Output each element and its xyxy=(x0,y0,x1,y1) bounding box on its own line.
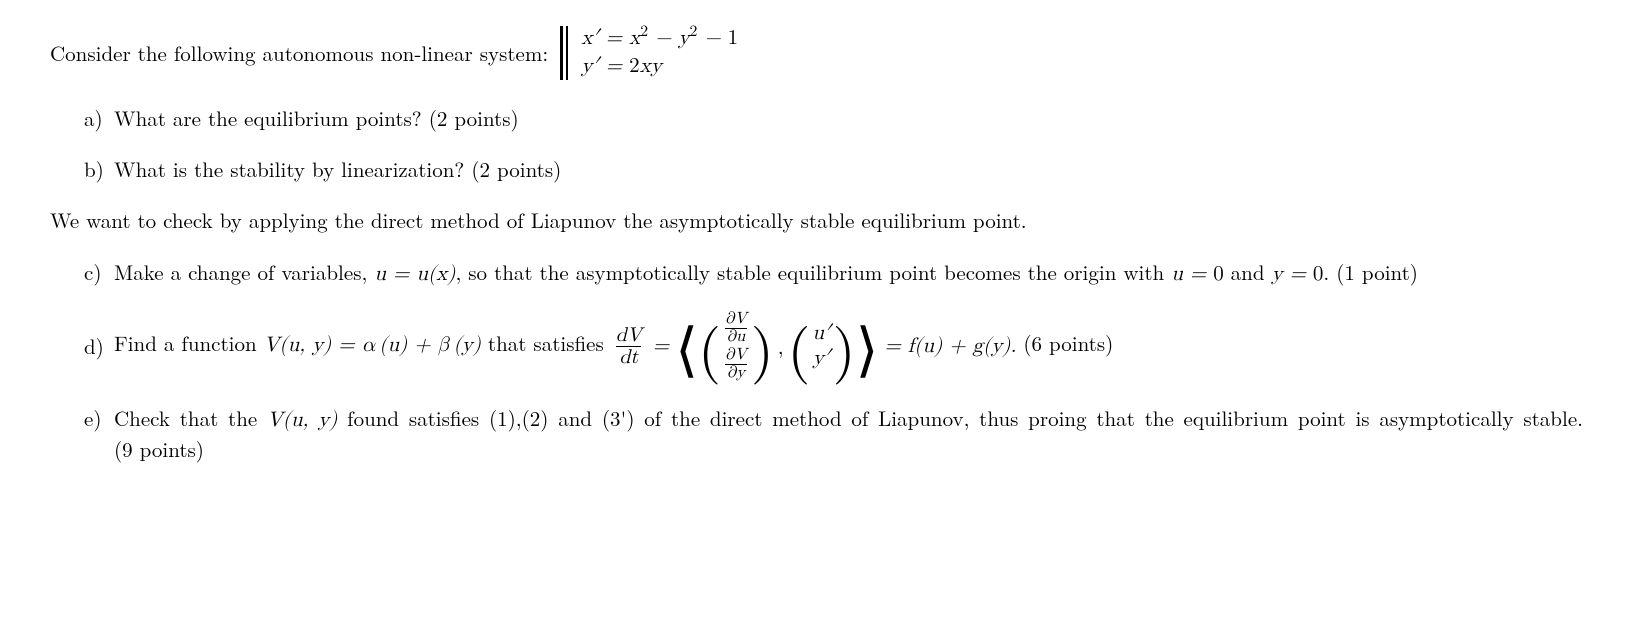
item-c-math2: u = 0 xyxy=(1171,264,1223,285)
item-a-body: What are the equilibrium points? (2 poin… xyxy=(114,104,1583,133)
question-list-2: c) Make a change of variables, u = u(x),… xyxy=(84,258,1583,465)
eq-sign-1: = xyxy=(653,332,669,361)
item-b-points: (2 points) xyxy=(471,154,561,184)
item-d-body: Find a function V(u, y) = α (u) + β (y) … xyxy=(114,311,1583,382)
item-e-math1: V(u, y) xyxy=(267,410,337,431)
item-b-text: What is the stability by linearization? xyxy=(114,154,464,184)
vec2-top: u′ xyxy=(812,322,830,346)
item-b-label: b) xyxy=(84,155,114,184)
item-e-text-mid: found satisfies (1),(2) and (3') of the … xyxy=(337,403,1583,433)
item-e-text-pre: Check that the xyxy=(114,403,267,433)
vec2-bot: y′ xyxy=(813,347,831,371)
item-a-points: (2 points) xyxy=(429,103,519,133)
item-d-func: V(u, y) = α (u) + β (y) xyxy=(264,335,481,356)
item-e-body: Check that the V(u, y) found satisfies (… xyxy=(114,404,1583,465)
item-d-rhs: = f(u) + g(y). xyxy=(884,332,1016,361)
item-b-body: What is the stability by linearization? … xyxy=(114,155,1583,184)
gradient-vec: ∂V ∂u ∂V ∂y xyxy=(723,311,749,382)
frac-den: dt xyxy=(616,346,641,368)
item-c-body: Make a change of variables, u = u(x), so… xyxy=(114,258,1583,289)
system-eq2: y′ = 2xy xyxy=(581,53,738,81)
item-d-equation: dV dt = ⟨ ( ∂V ∂u ∂V ∂y ) , xyxy=(611,311,1017,382)
comma: , xyxy=(778,332,784,361)
item-d-text-pre: Find a function xyxy=(114,328,264,358)
mid-paragraph: We want to check by applying the direct … xyxy=(50,206,1583,235)
item-a-text: What are the equilibrium points? xyxy=(114,103,422,133)
item-c-text-and: and xyxy=(1224,257,1272,287)
dV-dt-frac: dV dt xyxy=(613,325,645,368)
item-e-label: e) xyxy=(84,404,114,433)
lparen-1: ( xyxy=(698,326,721,367)
item-b: b) What is the stability by linearizatio… xyxy=(84,155,1583,184)
item-d-text-mid: that satisfies xyxy=(481,328,611,358)
intro-line: Consider the following autonomous non-li… xyxy=(50,25,1583,82)
system-equations: x′ = x2 − y2 − 1 y′ = 2xy xyxy=(560,25,738,82)
item-c: c) Make a change of variables, u = u(x),… xyxy=(84,258,1583,289)
question-list: a) What are the equilibrium points? (2 p… xyxy=(84,104,1583,185)
frac-num: dV xyxy=(613,325,645,346)
item-c-label: c) xyxy=(84,258,114,287)
rparen-1: ) xyxy=(751,326,774,367)
rangle: ⟩ xyxy=(856,326,879,367)
item-a-label: a) xyxy=(84,104,114,133)
deriv-vec: u′ y′ xyxy=(812,322,830,370)
item-c-points: (1 point) xyxy=(1336,257,1418,287)
item-c-math3: y = 0 xyxy=(1272,264,1324,285)
intro-text: Consider the following autonomous non-li… xyxy=(50,39,548,68)
langle: ⟨ xyxy=(675,326,698,367)
item-e-points: (9 points) xyxy=(114,434,204,464)
item-a: a) What are the equilibrium points? (2 p… xyxy=(84,104,1583,133)
lparen-2: ( xyxy=(788,326,811,367)
system-eq1: x′ = x2 − y2 − 1 xyxy=(581,25,738,53)
double-bar-brace xyxy=(560,26,571,80)
item-d-points: (6 points) xyxy=(1023,328,1113,358)
item-d: d) Find a function V(u, y) = α (u) + β (… xyxy=(84,311,1583,382)
item-e: e) Check that the V(u, y) found satisfie… xyxy=(84,404,1583,465)
item-c-text-mid: , so that the asymptotically stable equi… xyxy=(455,257,1171,287)
rparen-2: ) xyxy=(833,326,856,367)
item-c-text-post: . xyxy=(1323,257,1336,287)
item-c-math1: u = u(x) xyxy=(374,264,455,285)
item-c-text-pre: Make a change of variables, xyxy=(114,257,374,287)
item-d-label: d) xyxy=(84,332,114,361)
